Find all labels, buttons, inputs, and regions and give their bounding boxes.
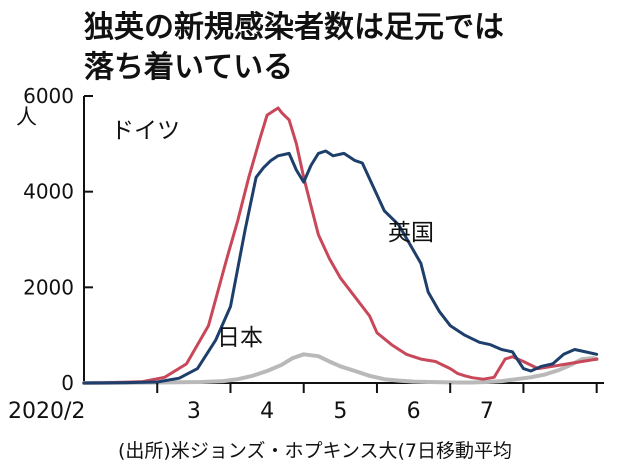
chart-title-line-1: 独英の新規感染者数は足元では (84, 10, 504, 45)
series-line-germany (82, 106, 599, 385)
x-tick-label: 2020/2 (8, 399, 85, 424)
y-tick-label: 4000 (23, 180, 74, 204)
series-line-uk (82, 149, 599, 385)
x-tick-label: 3 (187, 399, 201, 424)
x-tick-label: 5 (333, 399, 347, 424)
chart-title: 独英の新規感染者数は足元では 落ち着いている (84, 8, 624, 88)
x-tick-label: 6 (407, 399, 421, 424)
series-label-japan: 日本 (217, 325, 263, 351)
y-tick-label: 0 (61, 371, 74, 395)
y-tick-label: 2000 (23, 275, 74, 299)
series-label-germany: ドイツ (111, 118, 180, 144)
series-label-uk: 英国 (388, 220, 434, 246)
x-tick-label: 7 (480, 399, 494, 424)
x-axis-ticks: 2020/2 3 4 5 6 7 (8, 383, 598, 424)
source-note: (出所)米ジョンズ・ホプキンス大(7日移動平均 (118, 440, 512, 462)
series-line-japan (82, 352, 599, 385)
chart-title-line-2: 落ち着いている (84, 50, 294, 85)
y-tick-label: 6000 (23, 84, 74, 108)
y-axis-unit-label: 人 (16, 105, 37, 129)
y-axis-ticks: 6000 4000 2000 0 (23, 84, 93, 395)
series-lines (82, 106, 599, 385)
x-tick-label: 4 (260, 399, 274, 424)
